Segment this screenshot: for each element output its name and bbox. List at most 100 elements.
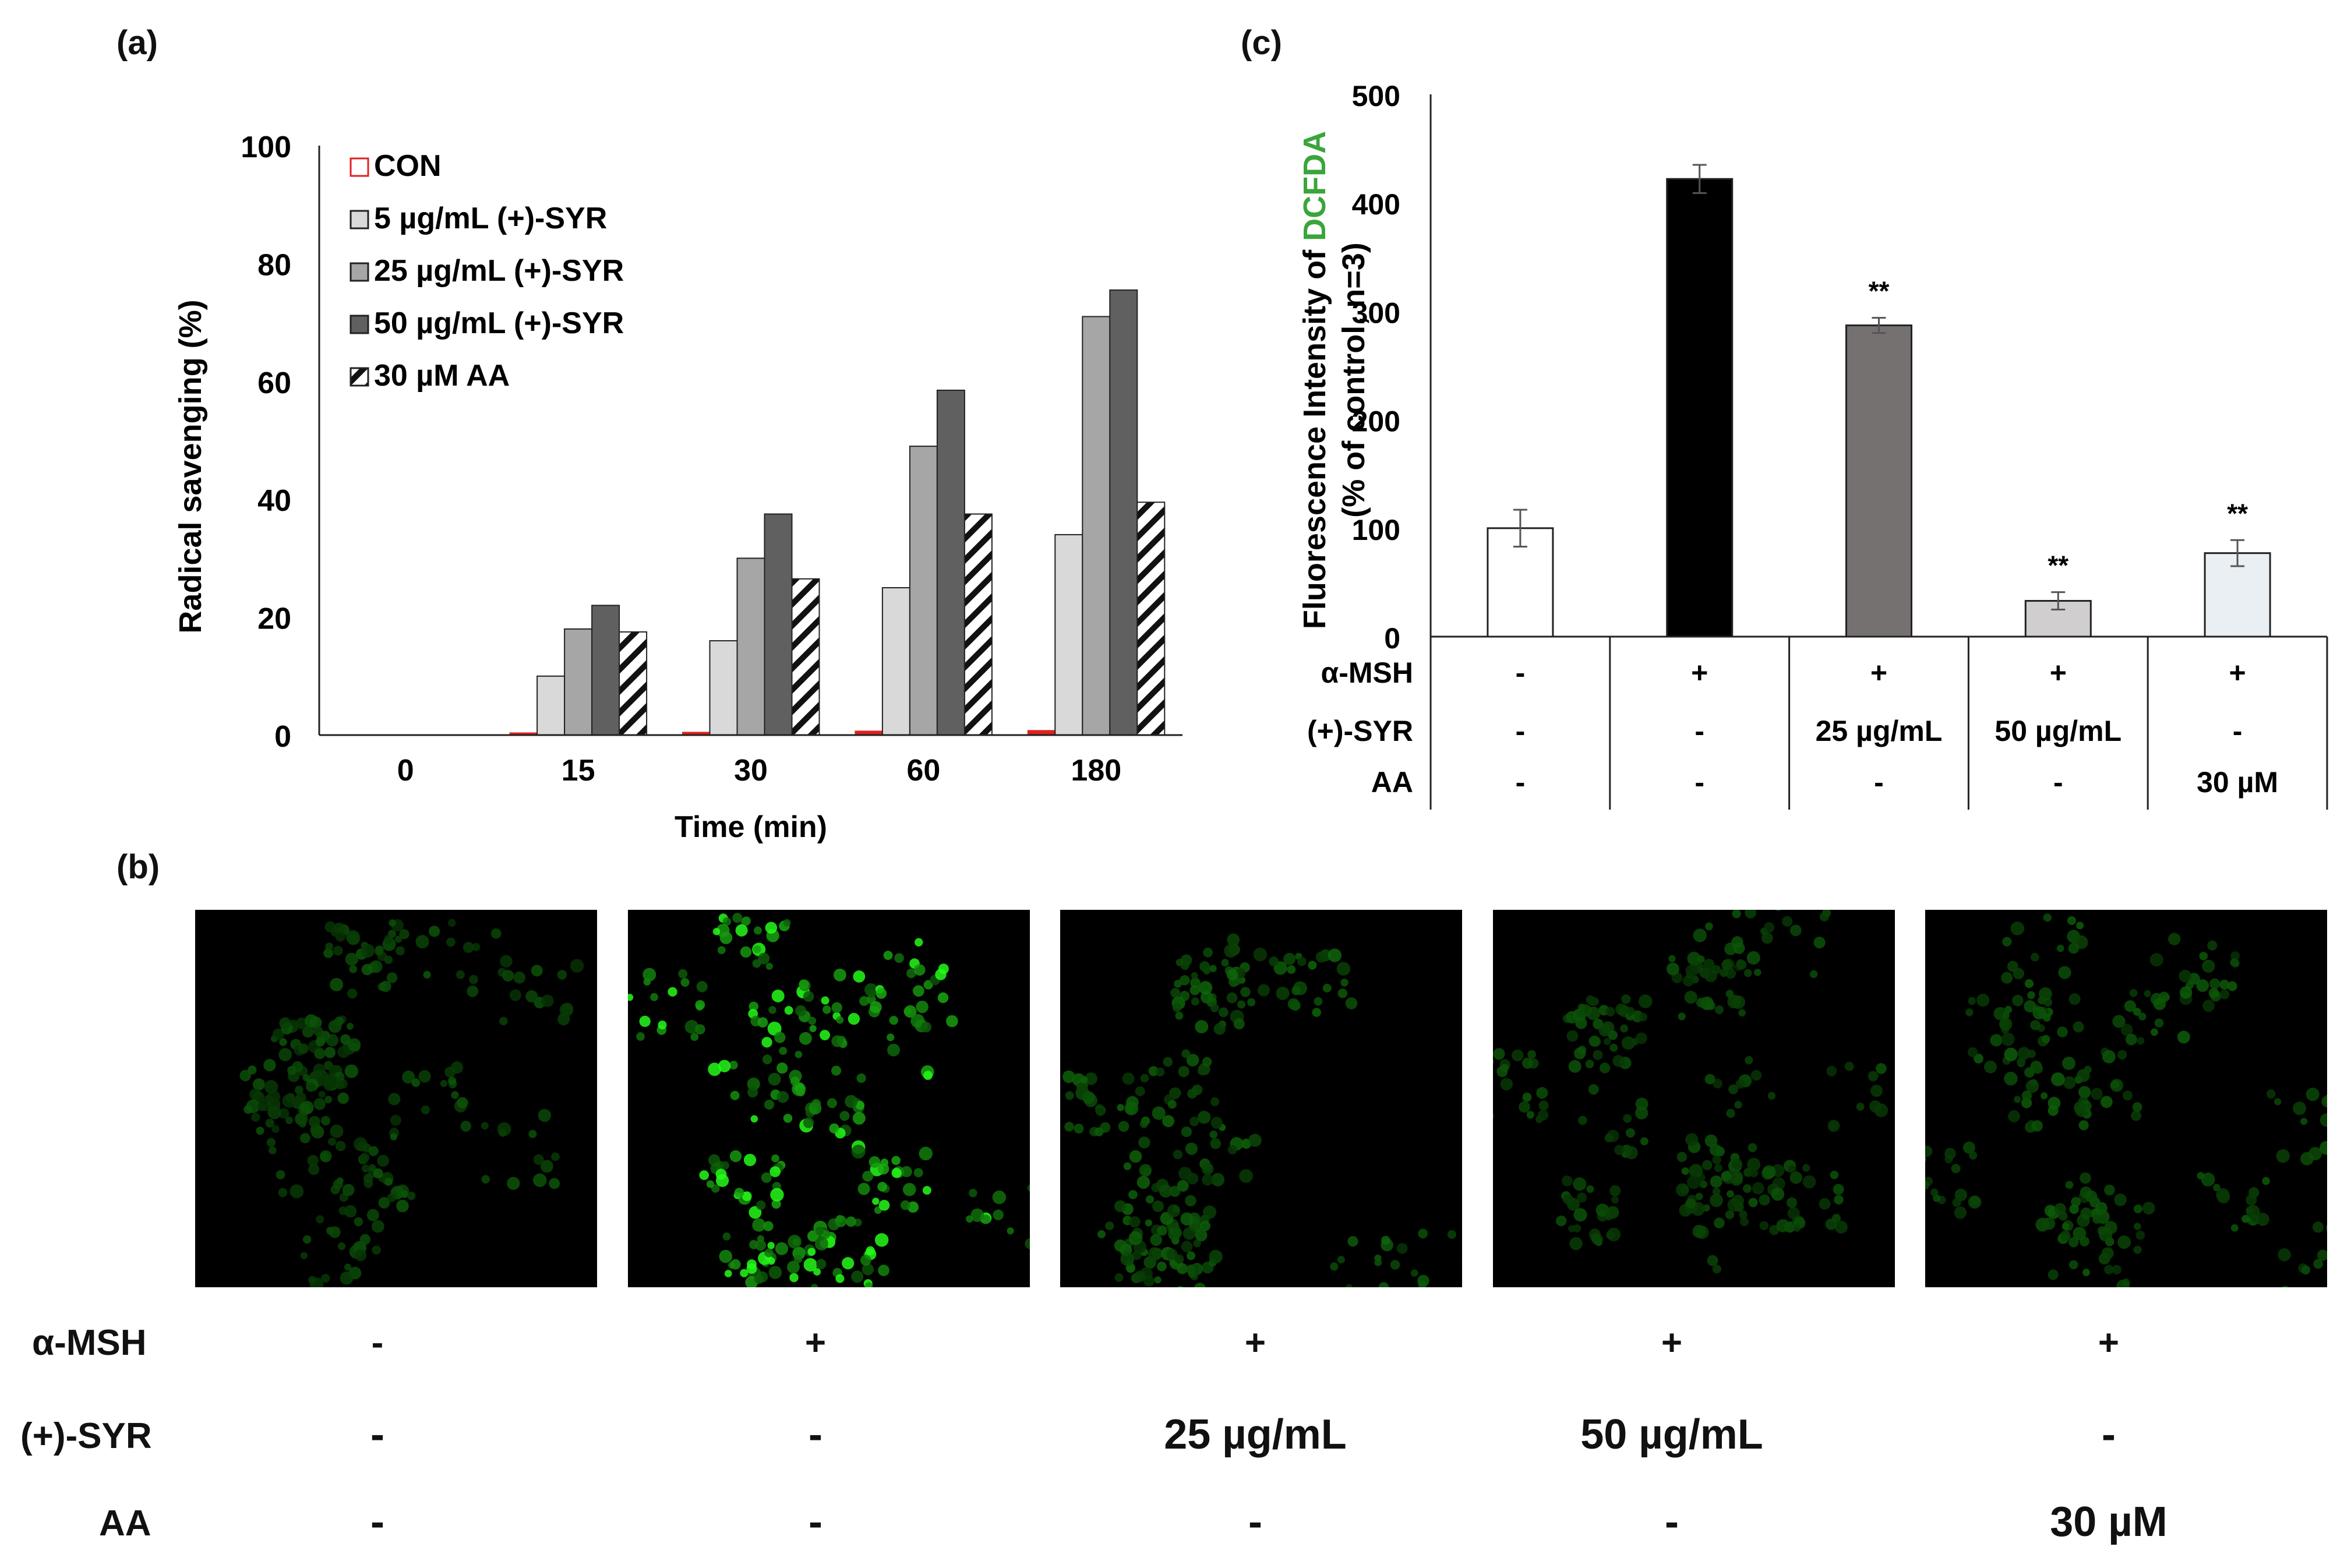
c-bar	[1666, 178, 1734, 638]
a-y-tick-label: 60	[257, 366, 291, 400]
a-legend-swatch	[350, 367, 369, 387]
a-legend-label: 5 µg/mL (+)-SYR	[374, 202, 607, 235]
micrograph-1	[195, 910, 597, 1287]
c-table-cell: +	[1870, 656, 1887, 689]
c-y-axis-label-dcfda: DCFDA	[1297, 131, 1332, 241]
a-bar-1	[881, 587, 910, 736]
c-y-axis-label-prefix: Fluorescence Intensity of	[1297, 241, 1332, 629]
c-table-cell: -	[2053, 766, 2063, 799]
a-x-tick-label: 180	[1071, 754, 1121, 787]
a-bar-2	[909, 446, 938, 736]
a-y-axis-label: Radical savenging (%)	[173, 299, 208, 633]
b-table-cell: 30 µM	[2050, 1499, 2168, 1545]
a-bar-2	[1082, 316, 1111, 736]
c-y-axis-label: Fluorescence Intensity of DCFDA	[1297, 131, 1332, 629]
c-y-tick-label: 200	[1352, 405, 1400, 438]
b-table-cell: +	[1661, 1323, 1683, 1363]
a-x-axis-label: Time (min)	[675, 810, 827, 844]
a-y-tick-label: 20	[257, 602, 291, 636]
c-table-row-label: α-MSH	[1321, 656, 1414, 689]
a-x-tick-label: 30	[734, 754, 768, 787]
a-legend-label: 50 µg/mL (+)-SYR	[374, 306, 624, 340]
a-bar-3	[591, 605, 620, 736]
a-bar-4	[791, 578, 820, 736]
c-y-tick-label: 300	[1352, 296, 1400, 329]
a-bar-4	[1136, 502, 1166, 736]
c-table-cell: -	[1516, 656, 1526, 689]
a-x-tick-label: 15	[562, 754, 595, 787]
b-table-cell: +	[1244, 1323, 1266, 1363]
c-table-cell: -	[2233, 715, 2243, 747]
a-legend-swatch	[350, 262, 369, 282]
c-significance-label: **	[2048, 550, 2068, 581]
a-bar-4	[619, 631, 648, 736]
c-table-cell: -	[1695, 715, 1704, 747]
b-table-cell: -	[1665, 1499, 1679, 1545]
a-bar-1	[536, 675, 566, 736]
c-bar	[2204, 552, 2271, 638]
micrograph-2	[628, 910, 1030, 1287]
b-table-cell: +	[2098, 1323, 2120, 1363]
c-significance-label: **	[1869, 276, 1890, 306]
b-table-cell: -	[2102, 1411, 2116, 1458]
chart-c-fluorescence: 0 100 200 300 400 500 Fluorescence Intensity o…	[1297, 80, 2328, 810]
b-table-cell: -	[370, 1499, 384, 1545]
a-bar-2	[736, 557, 765, 736]
micrograph-5	[1925, 910, 2327, 1287]
b-row-label: (+)-SYR	[20, 1416, 152, 1456]
c-y-tick-label: 500	[1352, 80, 1400, 112]
c-table-cell: 25 µg/mL	[1816, 715, 1943, 747]
micrograph-4	[1493, 910, 1895, 1287]
a-bar-3	[1109, 289, 1138, 736]
c-table-cell: 50 µg/mL	[1994, 715, 2121, 747]
c-table-cell: +	[2229, 656, 2246, 689]
a-legend-swatch	[350, 315, 369, 334]
c-y-tick-label: 0	[1384, 622, 1400, 655]
b-table-cell: -	[809, 1411, 822, 1458]
c-y-axis-label-line2: (% of control, n=3)	[1336, 242, 1371, 518]
c-table-cell: -	[1516, 766, 1526, 799]
c-y-tick-label: 100	[1352, 514, 1400, 546]
a-bar-3	[936, 389, 965, 736]
a-legend-label: CON	[374, 149, 442, 183]
c-bar	[1845, 324, 1912, 638]
panel-label-a: (a)	[117, 24, 158, 62]
a-legend-swatch	[350, 157, 369, 177]
b-table-cell: 50 µg/mL	[1580, 1411, 1763, 1458]
c-table-cell: +	[2050, 656, 2067, 689]
c-table-cell: 30 µM	[2197, 766, 2278, 799]
micrograph-3	[1060, 910, 1462, 1287]
c-significance-label: **	[2227, 498, 2248, 528]
a-bar-3	[764, 513, 793, 736]
c-table-cell: -	[1516, 715, 1526, 747]
b-table-cell: -	[1248, 1499, 1262, 1545]
a-y-tick-label: 40	[257, 484, 291, 518]
b-table-cell: -	[371, 1323, 384, 1363]
b-table-cell: -	[370, 1411, 384, 1458]
b-table-cell: 25 µg/mL	[1164, 1411, 1347, 1458]
c-table-row-label: (+)-SYR	[1307, 715, 1413, 747]
chart-a-radical-scavenging: 0 20 40 60 80 100 0 15 30 60 180 Time (min) Radical …	[173, 130, 1182, 844]
a-legend-label: 30 µM AA	[374, 359, 510, 393]
a-y-tick-label: 100	[241, 130, 291, 164]
a-bar-1	[709, 640, 738, 736]
c-y-tick-label: 400	[1352, 188, 1400, 221]
panel-label-b: (b)	[117, 848, 160, 886]
a-x-tick-label: 60	[906, 754, 940, 787]
panel-label-c: (c)	[1241, 24, 1282, 62]
b-row-label: AA	[99, 1503, 151, 1544]
a-legend-label: 25 µg/mL (+)-SYR	[374, 254, 624, 288]
a-bar-2	[564, 628, 593, 736]
a-legend-swatch	[350, 210, 369, 229]
a-y-tick-label: 80	[257, 248, 291, 282]
c-table-row-label: AA	[1371, 766, 1413, 799]
b-table-cell: -	[809, 1499, 822, 1545]
a-bar-4	[963, 513, 993, 736]
a-bar-1	[1054, 534, 1083, 736]
a-y-tick-label: 0	[274, 720, 291, 754]
c-table-cell: -	[1695, 766, 1704, 799]
b-row-label: α-MSH	[32, 1323, 147, 1363]
c-table-cell: +	[1691, 656, 1708, 689]
a-x-tick-label: 0	[397, 754, 414, 787]
c-table-cell: -	[1874, 766, 1884, 799]
